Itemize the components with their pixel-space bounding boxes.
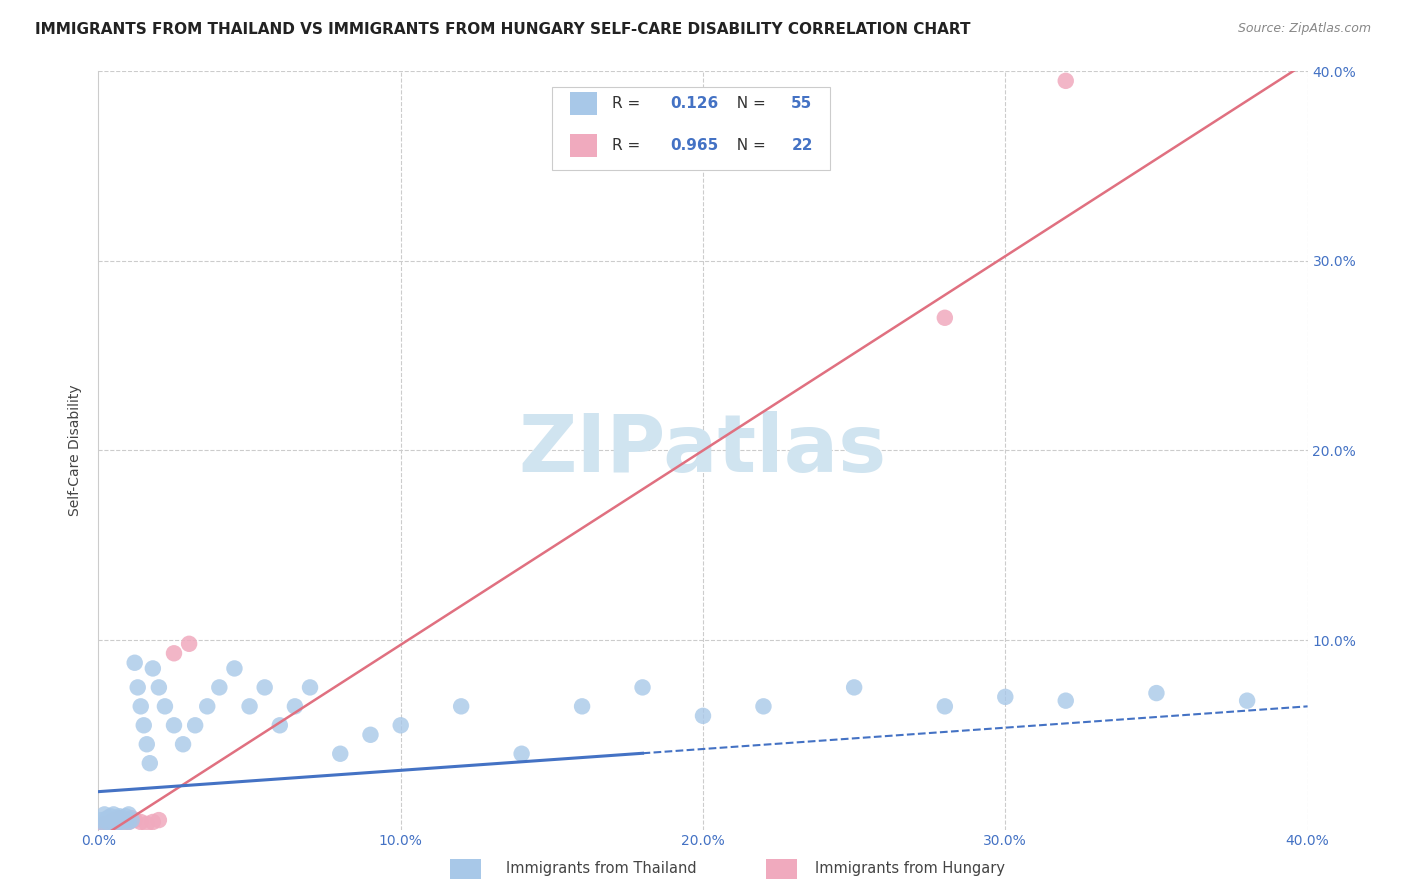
Point	[111, 811, 134, 825]
Point	[90, 821, 112, 835]
Point	[105, 817, 128, 831]
Point	[360, 728, 382, 742]
Point	[329, 747, 352, 761]
Point	[163, 718, 186, 732]
Point	[1144, 686, 1167, 700]
Point	[114, 809, 136, 823]
Bar	[569, 135, 596, 157]
Point	[631, 681, 654, 695]
Point	[389, 718, 412, 732]
Point	[163, 646, 186, 660]
Point	[103, 807, 125, 822]
Point	[114, 813, 136, 827]
Text: N =: N =	[727, 138, 770, 153]
Point	[127, 681, 149, 695]
Text: IMMIGRANTS FROM THAILAND VS IMMIGRANTS FROM HUNGARY SELF-CARE DISABILITY CORRELA: IMMIGRANTS FROM THAILAND VS IMMIGRANTS F…	[35, 22, 970, 37]
Point	[692, 708, 714, 723]
Point	[135, 737, 157, 751]
Text: R =: R =	[613, 95, 645, 111]
Point	[108, 811, 131, 825]
Point	[148, 681, 170, 695]
Point	[118, 815, 141, 830]
Point	[93, 817, 115, 831]
Point	[934, 310, 956, 325]
Text: Immigrants from Thailand: Immigrants from Thailand	[506, 862, 697, 876]
Point	[100, 813, 122, 827]
Bar	[569, 92, 596, 114]
Point	[195, 699, 218, 714]
Point	[752, 699, 775, 714]
Point	[224, 661, 246, 675]
Point	[121, 813, 143, 827]
Point	[450, 699, 472, 714]
Point	[129, 699, 152, 714]
Point	[93, 817, 115, 831]
Point	[208, 681, 231, 695]
Point	[994, 690, 1017, 704]
Point	[510, 747, 533, 761]
Point	[93, 807, 115, 822]
Text: 22: 22	[792, 138, 813, 153]
Point	[96, 811, 118, 825]
Point	[179, 637, 201, 651]
Point	[124, 656, 146, 670]
Point	[118, 815, 141, 830]
Point	[108, 809, 131, 823]
Point	[105, 811, 128, 825]
Point	[129, 815, 152, 830]
Text: Source: ZipAtlas.com: Source: ZipAtlas.com	[1237, 22, 1371, 36]
Point	[284, 699, 307, 714]
Point	[93, 819, 115, 833]
Point	[111, 815, 134, 830]
Point	[148, 813, 170, 827]
Point	[90, 813, 112, 827]
Point	[142, 661, 165, 675]
Point	[103, 813, 125, 827]
Point	[100, 815, 122, 830]
Text: 0.126: 0.126	[671, 95, 718, 111]
Point	[103, 815, 125, 830]
Point	[105, 815, 128, 830]
Point	[153, 699, 176, 714]
Point	[96, 819, 118, 833]
Point	[124, 813, 146, 827]
Text: R =: R =	[613, 138, 645, 153]
Point	[269, 718, 291, 732]
Point	[571, 699, 593, 714]
Point	[118, 807, 141, 822]
Point	[934, 699, 956, 714]
Text: Immigrants from Hungary: Immigrants from Hungary	[815, 862, 1005, 876]
Point	[103, 817, 125, 831]
Point	[114, 813, 136, 827]
FancyBboxPatch shape	[551, 87, 830, 170]
Point	[1236, 694, 1258, 708]
Point	[253, 681, 276, 695]
Point	[96, 815, 118, 830]
Point	[239, 699, 262, 714]
Y-axis label: Self-Care Disability: Self-Care Disability	[69, 384, 83, 516]
Text: 55: 55	[792, 95, 813, 111]
Point	[132, 718, 155, 732]
Point	[844, 681, 866, 695]
Point	[108, 813, 131, 827]
Point	[184, 718, 207, 732]
Point	[142, 815, 165, 830]
Point	[1054, 694, 1077, 708]
Text: N =: N =	[727, 95, 770, 111]
Text: 0.965: 0.965	[671, 138, 718, 153]
Text: ZIPatlas: ZIPatlas	[519, 411, 887, 490]
Point	[299, 681, 322, 695]
Point	[1054, 74, 1077, 88]
Point	[172, 737, 194, 751]
Point	[135, 817, 157, 831]
Point	[121, 811, 143, 825]
Point	[139, 756, 162, 771]
Point	[111, 817, 134, 831]
Point	[100, 809, 122, 823]
